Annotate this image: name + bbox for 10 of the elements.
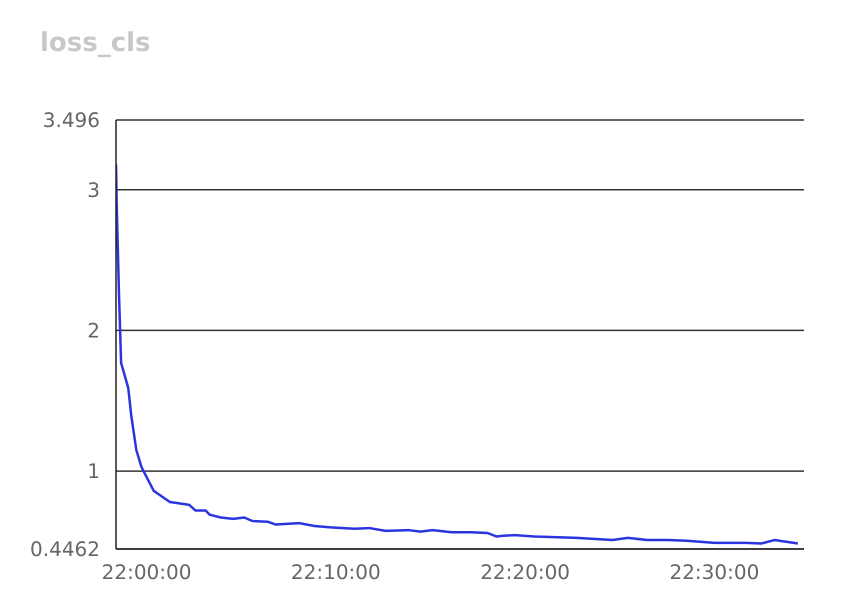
line-series bbox=[116, 163, 800, 545]
x-tick-label: 22:30:00 bbox=[669, 560, 760, 584]
x-tick-label: 22:00:00 bbox=[102, 560, 192, 584]
x-tick-label: 22:10:00 bbox=[290, 560, 381, 584]
y-tick-label: 3.496 bbox=[42, 108, 100, 132]
y-tick-label: 3 bbox=[87, 178, 100, 202]
y-tick-label: 0.4462 bbox=[30, 537, 100, 562]
y-tick-label: 1 bbox=[87, 459, 100, 484]
x-tick-label: 22:20:00 bbox=[480, 560, 570, 584]
y-tick-label: 2 bbox=[87, 318, 100, 343]
